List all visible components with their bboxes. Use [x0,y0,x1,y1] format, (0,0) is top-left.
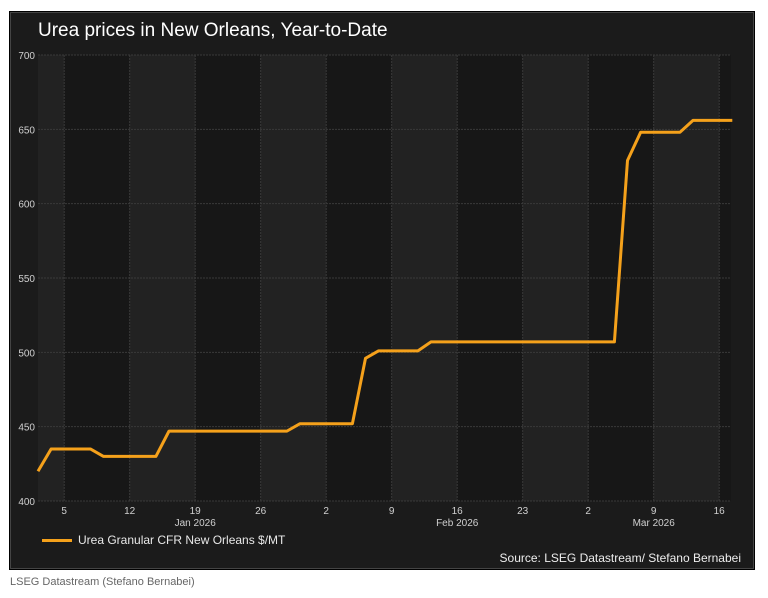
x-tick-label: 19 [190,506,202,517]
legend-label: Urea Granular CFR New Orleans $/MT [78,533,286,547]
x-month-label: Feb 2026 [436,518,479,529]
legend-swatch [42,538,72,542]
x-tick-label: 12 [124,506,136,517]
x-tick-label: 5 [61,506,67,517]
source-note: Source: LSEG Datastream/ Stefano Bernabe… [499,551,741,565]
x-tick-label: 26 [255,506,267,517]
y-tick-label: 450 [18,423,35,434]
y-tick-label: 700 [18,51,35,62]
x-month-label: Jan 2026 [175,518,217,529]
y-tick-label: 600 [18,200,35,211]
chart-title: Urea prices in New Orleans, Year-to-Date [38,20,388,41]
x-tick-label: 2 [585,506,591,517]
x-tick-label: 2 [323,506,329,517]
x-tick-label: 23 [517,506,529,517]
image-caption: LSEG Datastream (Stefano Bernabei) [10,576,195,588]
x-tick-label: 16 [714,506,726,517]
x-tick-label: 16 [452,506,464,517]
x-tick-label: 9 [651,506,657,517]
y-tick-label: 650 [18,125,35,136]
y-tick-label: 400 [18,497,35,508]
x-month-label: Mar 2026 [633,518,676,529]
y-tick-label: 500 [18,348,35,359]
x-tick-label: 9 [389,506,395,517]
legend: Urea Granular CFR New Orleans $/MT [42,533,285,547]
y-tick-label: 550 [18,274,35,285]
